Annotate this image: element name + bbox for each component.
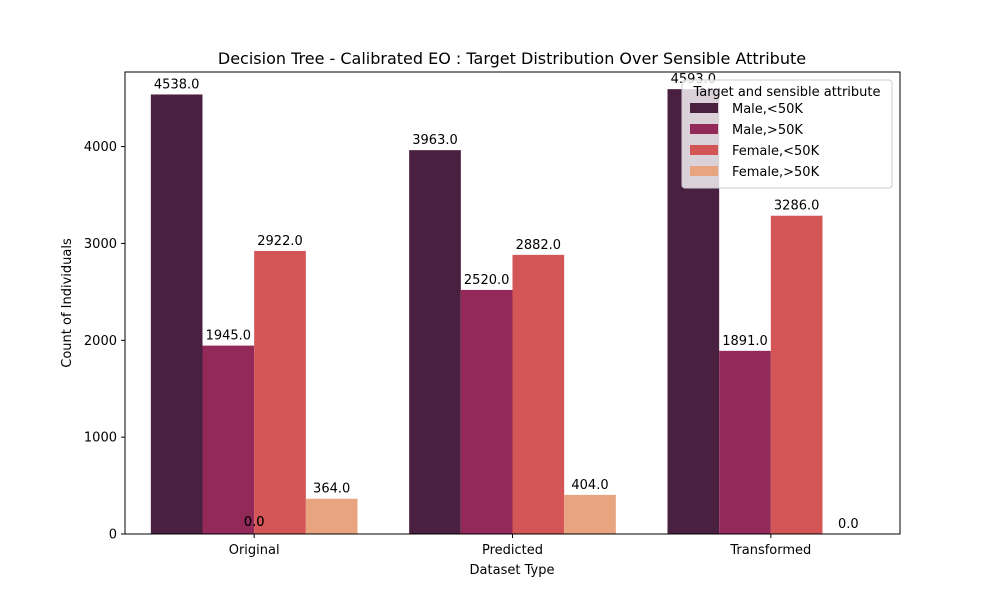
data-label: 0.0 — [838, 517, 859, 532]
data-label: 2922.0 — [257, 234, 303, 249]
x-tick-label: Predicted — [482, 543, 543, 558]
legend-entry: Male,>50K — [732, 123, 803, 138]
legend-swatch — [690, 103, 718, 113]
data-label: 4538.0 — [154, 77, 200, 92]
axes-layer: 0 1000 2000 3000 4000 Original Predicted Transf… — [84, 71, 901, 558]
x-axis-label: Dataset Type — [470, 563, 555, 578]
y-tick-label: 2000 — [84, 334, 117, 349]
y-tick-label: 4000 — [84, 140, 117, 155]
bar-predicted-1 — [409, 150, 461, 534]
data-label: 364.0 — [313, 482, 350, 497]
x-tick-label: Transformed — [729, 543, 811, 558]
bar-predicted-2 — [460, 289, 513, 534]
data-label: 1891.0 — [722, 334, 768, 349]
x-tick-label: Original — [229, 543, 280, 558]
legend-entry: Male,<50K — [732, 102, 803, 117]
chart-title: Decision Tree - Calibrated EO : Target D… — [218, 49, 806, 68]
legend-title: Target and sensible attribute — [692, 85, 880, 100]
annotation-label: 0.0 — [244, 515, 265, 530]
legend-box — [681, 79, 893, 189]
data-label: 1945.0 — [206, 329, 252, 344]
y-axis-label: Count of Individuals — [60, 238, 75, 368]
legend-swatch — [690, 145, 718, 155]
bar-original-4 — [305, 498, 358, 534]
y-tick-label: 1000 — [84, 431, 117, 446]
annotation-label: 0.0 — [244, 515, 265, 530]
data-label: 2520.0 — [464, 273, 510, 288]
data-label: 2882.0 — [516, 238, 562, 253]
bar-predicted-4 — [564, 494, 616, 534]
legend-swatch — [690, 124, 718, 134]
data-labels-layer: 4538.0 1945.0 2922.0 364.0 3963.0 2520.0 2882.… — [154, 72, 859, 532]
legend: Target and sensible attribute Male,<50KM… — [681, 79, 893, 189]
bar-original-2 — [202, 345, 255, 534]
data-label: 404.0 — [571, 478, 608, 493]
data-label: 3286.0 — [774, 199, 820, 214]
legend-swatch — [690, 166, 718, 176]
bar-predicted-3 — [512, 254, 565, 534]
y-tick-label: 3000 — [84, 237, 117, 252]
bar-transformed-3 — [770, 215, 823, 534]
legend-entry: Female,<50K — [732, 144, 820, 159]
bar-transformed-2 — [719, 350, 771, 534]
bar-original-3 — [254, 250, 306, 534]
data-label: 3963.0 — [412, 133, 458, 148]
bar-original-1 — [150, 94, 203, 534]
y-tick-label: 0 — [109, 528, 117, 543]
legend-items: Male,<50K Male,>50K Female,<50K Female,>50K — [690, 102, 820, 180]
legend-entry: Female,>50K — [732, 165, 820, 180]
